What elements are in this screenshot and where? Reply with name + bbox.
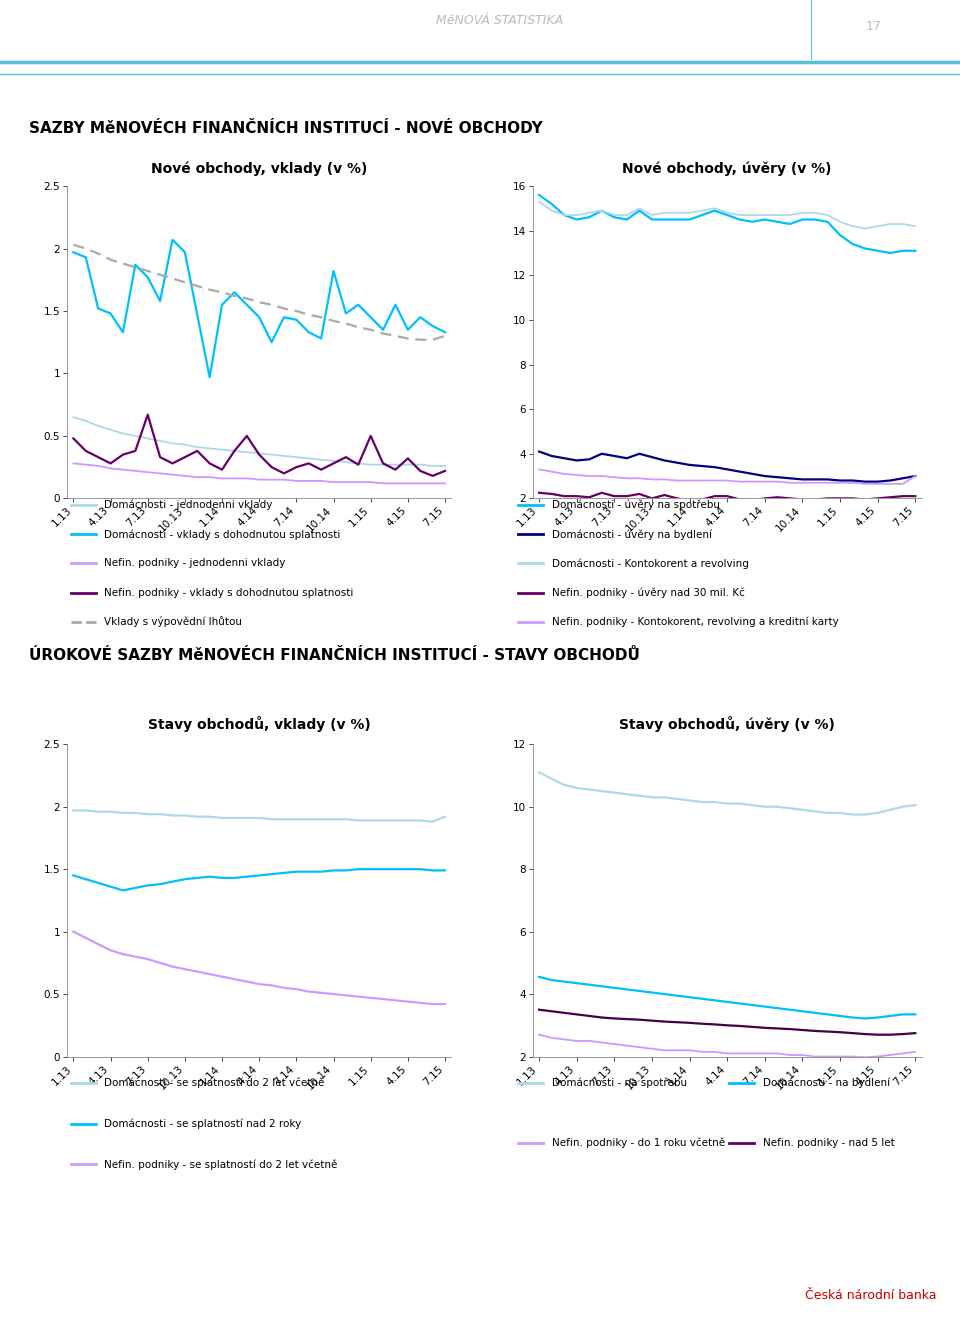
Text: Nefin. podniky - Kontokorent, revolving a kreditní karty: Nefin. podniky - Kontokorent, revolving … [552,617,838,627]
Text: Domácnosti - se splatností nad 2 roky: Domácnosti - se splatností nad 2 roky [105,1119,301,1130]
Text: Nefin. podniky - do 1 roku včetně: Nefin. podniky - do 1 roku včetně [552,1138,725,1148]
Text: Domácnosti - na bydlení: Domácnosti - na bydlení [763,1078,890,1088]
Text: Nové obchody, úvěry (v %): Nové obchody, úvěry (v %) [622,162,832,175]
Text: Domácnosti - vklady s dohodnutou splatnosti: Domácnosti - vklady s dohodnutou splatno… [105,529,341,540]
Text: SAZBY MěNOVÉCH FINANČNÍCH INSTITUCÍ - NOVÉ OBCHODY: SAZBY MěNOVÉCH FINANČNÍCH INSTITUCÍ - NO… [29,121,542,137]
Text: Nefin. podniky - vklady s dohodnutou splatnosti: Nefin. podniky - vklady s dohodnutou spl… [105,587,353,598]
Text: Domácnosti - jednodenni vklady: Domácnosti - jednodenni vklady [105,500,273,510]
Text: 17: 17 [866,20,881,33]
Text: Stavy obchodů, vklady (v %): Stavy obchodů, vklady (v %) [148,716,371,732]
Text: Domácnosti - úvěry na spotřebu: Domácnosti - úvěry na spotřebu [552,500,720,510]
Text: Stavy obchodů, úvěry (v %): Stavy obchodů, úvěry (v %) [619,716,835,732]
Text: Domácnosti - se splatností do 2 let včetně: Domácnosti - se splatností do 2 let včet… [105,1078,324,1088]
Text: Domácnosti - Kontokorent a revolving: Domácnosti - Kontokorent a revolving [552,558,749,569]
Text: Nefin. podniky - nad 5 let: Nefin. podniky - nad 5 let [763,1138,895,1148]
Text: Česká národní banka: Česká národní banka [805,1289,937,1302]
Text: Nové obchody, vklady (v %): Nové obchody, vklady (v %) [151,162,368,175]
Text: Nefin. podniky - úvěry nad 30 mil. Kč: Nefin. podniky - úvěry nad 30 mil. Kč [552,587,745,598]
Text: Nefin. podniky - jednodenni vklady: Nefin. podniky - jednodenni vklady [105,558,286,569]
Text: MěNOVÁ STATISTIKA: MěNOVÁ STATISTIKA [436,15,563,28]
Text: Domácnosti - na spotřebu: Domácnosti - na spotřebu [552,1078,686,1088]
Text: Vklady s výpovědní lhůtou: Vklady s výpovědní lhůtou [105,617,242,627]
Text: Nefin. podniky - se splatností do 2 let včetně: Nefin. podniky - se splatností do 2 let … [105,1159,338,1170]
Text: Domácnosti - úvěry na bydlení: Domácnosti - úvěry na bydlení [552,529,711,540]
Text: ÚROKOVÉ SAZBY MěNOVÉCH FINANČNÍCH INSTITUCÍ - STAVY OBCHODŮ: ÚROKOVÉ SAZBY MěNOVÉCH FINANČNÍCH INSTIT… [29,647,639,663]
